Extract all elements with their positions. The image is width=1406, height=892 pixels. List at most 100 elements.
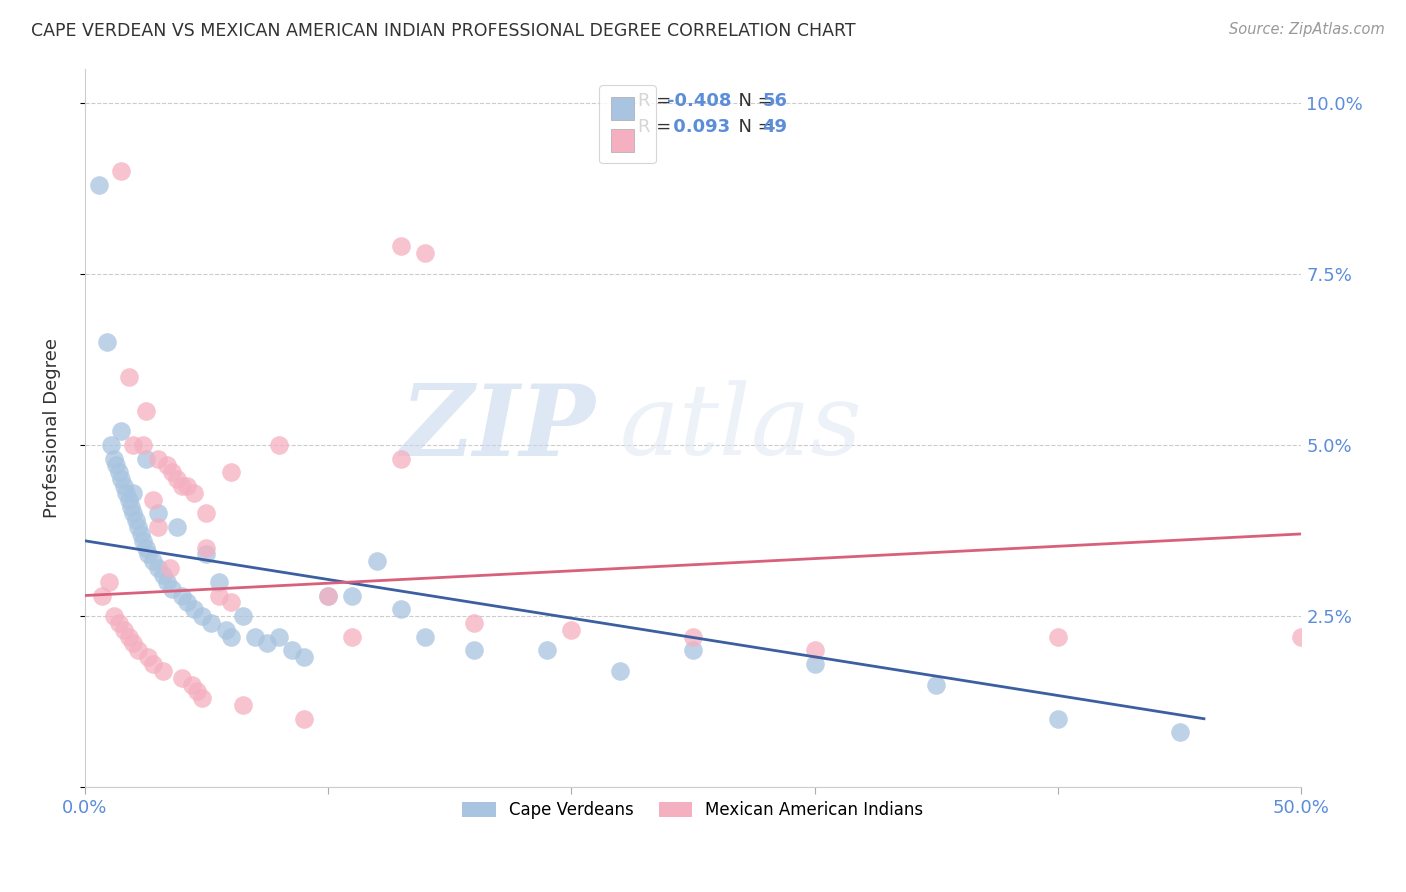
Point [195, 541, 218, 555]
Point [135, 541, 157, 555]
Point [463, 615, 485, 630]
Point [100, 438, 122, 452]
Point [925, 677, 948, 691]
Point [146, 561, 169, 575]
Point [136, 548, 159, 562]
Point [170, 589, 193, 603]
Text: 49: 49 [762, 119, 787, 136]
Point [243, 630, 266, 644]
Point [146, 507, 169, 521]
Point [389, 239, 412, 253]
Point [1046, 712, 1069, 726]
Point [96, 335, 118, 350]
Text: N =: N = [727, 92, 779, 110]
Point [107, 615, 129, 630]
Point [190, 691, 212, 706]
Legend: Cape Verdeans, Mexican American Indians: Cape Verdeans, Mexican American Indians [456, 794, 931, 826]
Point [110, 424, 132, 438]
Point [186, 684, 208, 698]
Point [536, 643, 558, 657]
Point [190, 609, 212, 624]
Point [609, 664, 631, 678]
Point [170, 479, 193, 493]
Point [342, 589, 364, 603]
Point [803, 643, 825, 657]
Text: R =: R = [638, 119, 678, 136]
Text: ZIP: ZIP [401, 380, 596, 476]
Point [200, 615, 222, 630]
Point [1046, 630, 1069, 644]
Point [195, 548, 218, 562]
Point [389, 451, 412, 466]
Point [156, 458, 179, 473]
Point [1291, 630, 1313, 644]
Point [195, 507, 218, 521]
Point [115, 486, 138, 500]
Point [463, 643, 485, 657]
Point [166, 520, 188, 534]
Point [112, 623, 135, 637]
Text: -0.408: -0.408 [668, 92, 733, 110]
Point [316, 589, 339, 603]
Point [292, 650, 315, 665]
Point [146, 520, 169, 534]
Point [122, 438, 145, 452]
Point [159, 561, 181, 575]
Point [280, 643, 302, 657]
Point [125, 513, 148, 527]
Point [215, 623, 238, 637]
Point [256, 636, 278, 650]
Point [117, 630, 139, 644]
Point [316, 589, 339, 603]
Point [117, 492, 139, 507]
Point [103, 609, 125, 624]
Point [127, 520, 149, 534]
Point [232, 609, 254, 624]
Point [127, 643, 149, 657]
Point [122, 636, 145, 650]
Text: Source: ZipAtlas.com: Source: ZipAtlas.com [1229, 22, 1385, 37]
Point [146, 451, 169, 466]
Text: N =: N = [727, 119, 779, 136]
Point [142, 657, 165, 671]
Point [389, 602, 412, 616]
Point [122, 507, 145, 521]
Point [269, 630, 291, 644]
Point [292, 712, 315, 726]
Point [162, 582, 184, 596]
Point [103, 451, 125, 466]
Point [207, 589, 229, 603]
Point [89, 178, 111, 192]
Point [152, 568, 174, 582]
Point [120, 500, 142, 514]
Text: CAPE VERDEAN VS MEXICAN AMERICAN INDIAN PROFESSIONAL DEGREE CORRELATION CHART: CAPE VERDEAN VS MEXICAN AMERICAN INDIAN … [31, 22, 856, 40]
Text: atlas: atlas [620, 380, 863, 475]
Point [170, 671, 193, 685]
Text: R =: R = [638, 92, 678, 110]
Point [117, 369, 139, 384]
Point [142, 554, 165, 568]
Point [156, 574, 179, 589]
Point [219, 595, 242, 609]
Point [135, 403, 157, 417]
Point [560, 623, 582, 637]
Point [107, 466, 129, 480]
Point [342, 630, 364, 644]
Point [176, 479, 198, 493]
Point [232, 698, 254, 712]
Point [112, 479, 135, 493]
Point [219, 630, 242, 644]
Point [180, 677, 202, 691]
Point [142, 492, 165, 507]
Point [207, 574, 229, 589]
Point [366, 554, 388, 568]
Point [136, 650, 159, 665]
Point [269, 438, 291, 452]
Point [132, 533, 155, 548]
Point [415, 630, 437, 644]
Point [803, 657, 825, 671]
Point [122, 486, 145, 500]
Point [135, 451, 157, 466]
Point [183, 602, 205, 616]
Point [162, 466, 184, 480]
